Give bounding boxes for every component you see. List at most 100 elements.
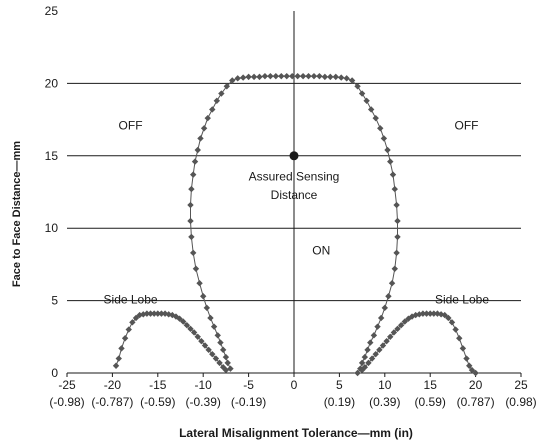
data-point bbox=[463, 355, 470, 362]
annotation-label: Side Lobe bbox=[104, 292, 158, 306]
data-point bbox=[397, 322, 405, 329]
x-tick-sublabel: (-0.19) bbox=[231, 395, 266, 409]
data-point bbox=[459, 345, 467, 352]
data-point bbox=[472, 369, 479, 377]
y-tick-label: 10 bbox=[45, 221, 59, 235]
data-point bbox=[393, 201, 400, 209]
data-point bbox=[250, 73, 258, 81]
y-tick-label: 0 bbox=[51, 366, 58, 380]
data-point bbox=[372, 350, 379, 358]
data-point bbox=[376, 346, 383, 354]
data-point bbox=[310, 72, 318, 80]
data-point bbox=[372, 114, 379, 122]
data-point bbox=[261, 72, 269, 80]
data-point bbox=[394, 217, 401, 225]
data-point bbox=[192, 265, 200, 272]
data-point bbox=[363, 97, 370, 104]
data-point bbox=[187, 217, 194, 225]
data-point bbox=[393, 249, 400, 257]
data-point bbox=[222, 366, 230, 374]
data-point bbox=[380, 135, 388, 142]
data-point bbox=[150, 310, 158, 317]
data-point bbox=[213, 97, 221, 104]
data-point bbox=[448, 319, 456, 326]
data-point bbox=[391, 265, 398, 272]
annotation-label: ON bbox=[312, 243, 330, 257]
data-point bbox=[234, 75, 241, 82]
data-point bbox=[191, 158, 199, 165]
data-point bbox=[224, 359, 231, 367]
data-point bbox=[387, 158, 394, 165]
data-point bbox=[401, 318, 408, 325]
data-point bbox=[327, 73, 334, 81]
data-point bbox=[229, 77, 236, 84]
x-tick-label: 15 bbox=[424, 378, 438, 392]
x-tick-sublabel: (0.19) bbox=[324, 395, 355, 409]
data-point bbox=[188, 233, 195, 241]
data-point bbox=[214, 332, 221, 339]
data-point bbox=[121, 335, 129, 342]
data-point bbox=[197, 135, 204, 142]
data-point bbox=[194, 146, 201, 154]
data-point bbox=[190, 249, 197, 257]
data-point bbox=[354, 83, 361, 90]
data-point bbox=[209, 350, 216, 358]
x-tick-sublabel: (-0.98) bbox=[49, 395, 84, 409]
x-tick-label: 5 bbox=[336, 378, 343, 392]
data-point bbox=[212, 355, 220, 362]
data-point bbox=[358, 359, 366, 367]
data-point bbox=[321, 73, 329, 81]
x-tick-sublabel: (-0.787) bbox=[91, 395, 133, 409]
data-series bbox=[112, 72, 479, 377]
data-point bbox=[441, 311, 448, 319]
x-tick-label: 20 bbox=[469, 378, 483, 392]
data-point bbox=[358, 90, 366, 97]
annotation-label: Side Lobe bbox=[435, 292, 489, 306]
data-point bbox=[198, 337, 205, 345]
data-point bbox=[361, 364, 369, 371]
data-point bbox=[368, 355, 376, 362]
data-point bbox=[377, 125, 384, 132]
data-point bbox=[456, 335, 463, 342]
data-point bbox=[209, 106, 216, 113]
data-point bbox=[445, 314, 452, 322]
data-point bbox=[389, 171, 397, 178]
data-point bbox=[381, 304, 388, 312]
data-point bbox=[394, 325, 401, 333]
data-point bbox=[388, 280, 396, 287]
data-point bbox=[223, 83, 231, 90]
x-tick-sublabel: (-0.59) bbox=[140, 395, 175, 409]
data-point bbox=[468, 366, 476, 374]
data-point bbox=[154, 310, 161, 317]
data-point bbox=[367, 339, 374, 346]
x-tick-label: -20 bbox=[104, 378, 122, 392]
axes bbox=[66, 11, 522, 377]
data-point bbox=[187, 325, 194, 333]
data-point bbox=[390, 329, 398, 336]
data-point bbox=[332, 73, 339, 81]
data-point bbox=[132, 314, 140, 322]
data-point bbox=[183, 322, 191, 329]
data-point bbox=[218, 90, 225, 97]
data-point bbox=[190, 171, 197, 178]
data-point bbox=[364, 346, 371, 354]
data-point bbox=[385, 293, 392, 300]
data-point bbox=[365, 359, 372, 367]
data-point bbox=[452, 326, 459, 333]
y-tick-label: 15 bbox=[45, 149, 59, 163]
data-point bbox=[143, 310, 151, 317]
data-point bbox=[267, 72, 274, 80]
data-point bbox=[423, 310, 430, 317]
data-point bbox=[207, 314, 214, 322]
data-point bbox=[125, 326, 132, 333]
x-tick-label: 0 bbox=[291, 378, 298, 392]
y-tick-label: 25 bbox=[45, 4, 59, 18]
data-point bbox=[294, 72, 301, 80]
data-point bbox=[377, 314, 385, 322]
data-point bbox=[383, 337, 390, 345]
annotations: OFF OFF Assured Sensing Distance ON Side Lobe… bbox=[104, 119, 490, 307]
x-tick-sublabel: (0.98) bbox=[505, 395, 536, 409]
data-point bbox=[430, 310, 438, 317]
data-point bbox=[205, 346, 212, 354]
data-point bbox=[129, 319, 136, 326]
